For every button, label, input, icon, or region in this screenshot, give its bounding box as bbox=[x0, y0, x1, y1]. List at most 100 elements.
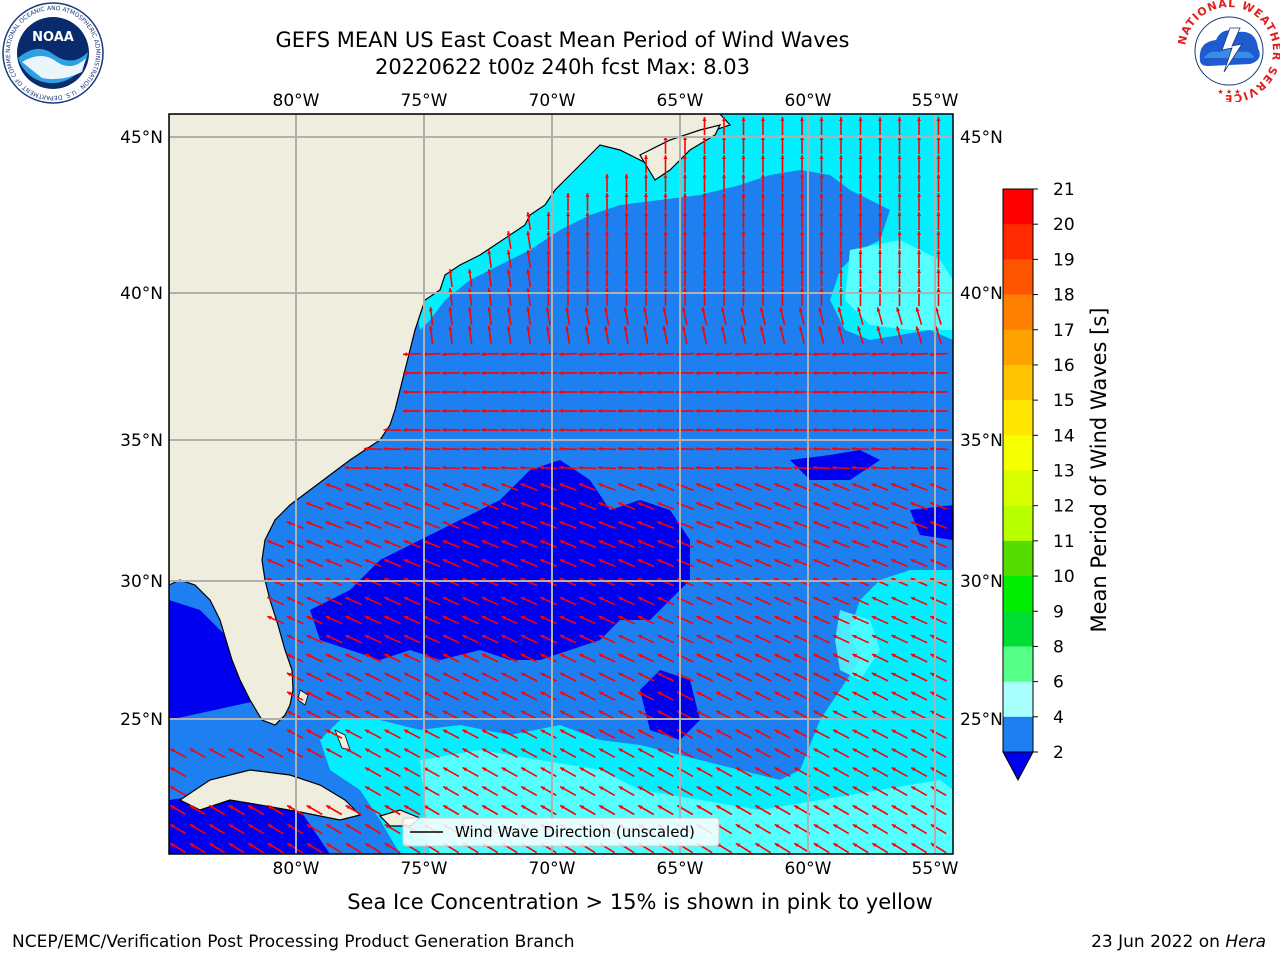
wave-direction-arrowhead bbox=[917, 212, 921, 216]
wave-direction-arrowhead bbox=[487, 326, 492, 331]
wave-direction-arrowhead bbox=[637, 427, 642, 432]
wave-direction-arrowhead bbox=[209, 805, 214, 810]
wave-direction-arrowhead bbox=[566, 269, 570, 273]
wave-direction-arrowhead bbox=[696, 691, 701, 696]
wave-direction-arrowhead bbox=[754, 408, 758, 413]
wave-direction-arrowhead bbox=[539, 352, 544, 357]
wave-direction-arrowhead bbox=[637, 446, 642, 451]
wave-direction-arrowhead bbox=[754, 654, 760, 658]
wave-direction-arrowhead bbox=[839, 250, 843, 254]
wave-direction-arrowhead bbox=[461, 408, 466, 413]
wave-direction-arrowhead bbox=[501, 805, 507, 810]
wave-direction-arrowhead bbox=[637, 635, 643, 639]
lon-label: 65°W bbox=[657, 91, 704, 111]
wave-direction-arrowhead bbox=[325, 654, 331, 658]
wave-direction-arrowhead bbox=[695, 446, 700, 451]
wave-direction-arrowhead bbox=[345, 616, 350, 620]
wave-direction-arrowhead bbox=[858, 117, 863, 121]
wave-direction-arrowhead bbox=[448, 307, 453, 312]
wave-direction-arrowhead bbox=[520, 540, 526, 544]
wave-direction-arrowhead bbox=[911, 691, 916, 696]
wave-direction-arrowhead bbox=[740, 307, 745, 312]
wave-direction-arrowhead bbox=[287, 843, 292, 848]
wave-direction-arrowhead bbox=[501, 691, 506, 696]
wave-direction-arrowhead bbox=[872, 767, 877, 772]
wave-direction-arrowhead bbox=[365, 767, 370, 772]
wave-direction-arrowhead bbox=[936, 117, 941, 121]
wave-direction-arrowhead bbox=[526, 307, 531, 312]
wave-direction-arrowhead bbox=[915, 307, 920, 312]
wave-direction-arrowhead bbox=[716, 729, 721, 734]
wave-direction-arrowhead bbox=[579, 616, 584, 620]
wave-direction-arrowhead bbox=[579, 748, 585, 753]
wave-direction-arrowhead bbox=[546, 250, 551, 254]
wave-direction-arrowhead bbox=[618, 748, 624, 753]
colorbar-tick-label: 13 bbox=[1053, 462, 1075, 482]
wave-direction-arrowhead bbox=[384, 616, 389, 620]
wave-direction-arrowhead bbox=[930, 597, 935, 601]
nws-logo: NATIONAL WEATHER SERVICE ★ ★ ★ bbox=[1178, 0, 1280, 102]
wave-direction-arrowhead bbox=[364, 654, 370, 658]
wave-direction-arrowhead bbox=[404, 710, 409, 715]
wave-direction-arrowhead bbox=[618, 483, 623, 488]
wave-direction-arrowhead bbox=[579, 767, 585, 772]
wave-direction-arrowhead bbox=[559, 616, 565, 620]
wave-direction-arrowhead bbox=[462, 616, 467, 620]
lat-label: 40°N bbox=[120, 284, 163, 304]
wave-direction-arrowhead bbox=[851, 371, 856, 376]
lat-label: 45°N bbox=[960, 128, 1003, 148]
wave-direction-arrowhead bbox=[715, 673, 721, 677]
svg-text:★ ★ ★: ★ ★ ★ bbox=[1217, 88, 1240, 96]
wave-direction-arrowhead bbox=[506, 250, 511, 255]
wave-direction-arrowhead bbox=[306, 521, 311, 526]
wave-direction-arrowhead bbox=[306, 559, 311, 563]
wave-direction-arrowhead bbox=[170, 824, 175, 829]
wave-direction-arrowhead bbox=[793, 427, 798, 432]
wave-direction-arrowhead bbox=[228, 824, 234, 829]
wave-direction-arrowhead bbox=[773, 352, 778, 357]
wave-direction-arrowhead bbox=[384, 824, 390, 829]
wave-direction-arrowhead bbox=[741, 288, 746, 292]
wave-direction-arrowhead bbox=[917, 288, 921, 292]
wave-direction-arrowhead bbox=[442, 616, 448, 620]
wave-direction-arrowhead bbox=[462, 521, 467, 526]
wave-direction-arrowhead bbox=[428, 307, 433, 312]
wave-direction-arrowhead bbox=[837, 307, 842, 312]
wave-direction-arrowhead bbox=[326, 748, 331, 753]
wave-direction-arrowhead bbox=[467, 269, 472, 274]
wave-direction-arrowhead bbox=[735, 597, 740, 601]
wave-direction-arrowhead bbox=[618, 710, 623, 715]
wave-direction-arrowhead bbox=[929, 427, 934, 432]
wave-direction-arrowhead bbox=[306, 824, 312, 829]
wave-direction-arrowhead bbox=[930, 521, 935, 526]
wave-direction-arrowhead bbox=[890, 465, 895, 470]
wave-direction-arrowhead bbox=[345, 805, 351, 810]
wave-direction-arrowhead bbox=[774, 635, 779, 639]
wave-direction-arrowhead bbox=[644, 288, 648, 292]
wave-direction-arrowhead bbox=[735, 540, 740, 544]
wave-direction-arrowhead bbox=[754, 371, 759, 376]
wave-direction-arrowhead bbox=[585, 269, 590, 273]
wave-direction-arrowhead bbox=[384, 540, 389, 544]
wave-direction-arrowhead bbox=[481, 616, 487, 620]
wave-direction-arrowhead bbox=[851, 465, 856, 470]
wave-direction-arrowhead bbox=[520, 408, 524, 413]
wave-direction-arrowhead bbox=[917, 231, 921, 235]
wave-direction-arrowhead bbox=[462, 635, 467, 639]
wave-direction-arrowhead bbox=[364, 540, 370, 544]
lon-label: 60°W bbox=[785, 859, 832, 879]
colorbar-band bbox=[1003, 435, 1033, 471]
wave-direction-arrowhead bbox=[813, 710, 818, 715]
wave-direction-arrowhead bbox=[722, 174, 726, 178]
wave-direction-arrowhead bbox=[793, 635, 799, 639]
wave-direction-arrowhead bbox=[560, 729, 565, 734]
wave-direction-arrowhead bbox=[500, 427, 505, 432]
lon-label: 70°W bbox=[529, 91, 576, 111]
wave-direction-arrowhead bbox=[800, 155, 804, 159]
wave-direction-arrowhead bbox=[852, 502, 857, 507]
wave-direction-arrowhead bbox=[657, 673, 662, 677]
wave-direction-arrowhead bbox=[890, 408, 895, 413]
wave-direction-arrowhead bbox=[754, 483, 759, 488]
wave-direction-arrowhead bbox=[599, 805, 604, 810]
wave-direction-arrowhead bbox=[345, 502, 350, 507]
